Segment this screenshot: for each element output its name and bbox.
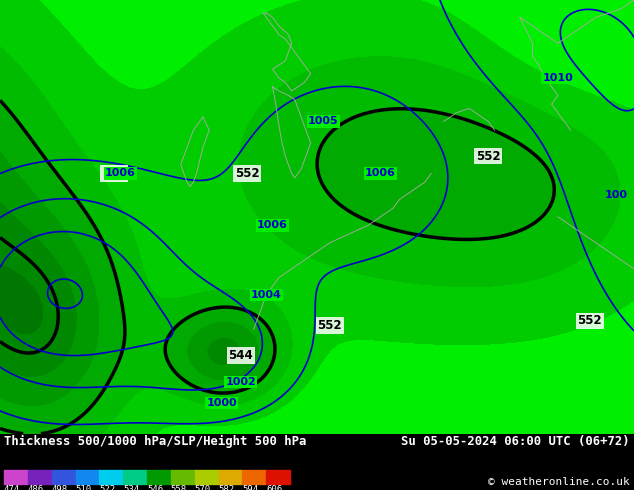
Text: 552: 552 (578, 315, 602, 327)
Text: 1004: 1004 (251, 290, 281, 300)
Text: © weatheronline.co.uk: © weatheronline.co.uk (488, 477, 630, 487)
Text: 552: 552 (235, 167, 259, 180)
Text: 1005: 1005 (308, 117, 339, 126)
Text: 1000: 1000 (207, 398, 237, 408)
Bar (147, 470, 171, 484)
Text: 594: 594 (242, 485, 259, 490)
Bar (242, 470, 266, 484)
Bar (4, 470, 28, 484)
Text: 1006: 1006 (257, 220, 288, 230)
Bar (51, 470, 75, 484)
Bar (28, 470, 51, 484)
Text: 552: 552 (476, 149, 500, 163)
Text: 552: 552 (102, 167, 126, 180)
Text: 1010: 1010 (543, 73, 573, 83)
Text: 100: 100 (605, 190, 628, 200)
Bar (266, 470, 290, 484)
Text: 558: 558 (171, 485, 187, 490)
Text: 510: 510 (75, 485, 92, 490)
Text: 474: 474 (4, 485, 20, 490)
Text: 1006: 1006 (105, 169, 136, 178)
Text: Su 05-05-2024 06:00 UTC (06+72): Su 05-05-2024 06:00 UTC (06+72) (401, 435, 630, 448)
Text: 522: 522 (100, 485, 115, 490)
Bar (75, 470, 100, 484)
Text: 498: 498 (51, 485, 68, 490)
Bar (171, 470, 195, 484)
Text: 552: 552 (318, 318, 342, 332)
Text: 486: 486 (28, 485, 44, 490)
Bar (195, 470, 219, 484)
Text: 570: 570 (195, 485, 210, 490)
Bar (123, 470, 147, 484)
Bar (219, 470, 242, 484)
Bar (100, 470, 123, 484)
Text: 1002: 1002 (226, 377, 256, 387)
Text: 544: 544 (228, 349, 254, 362)
Text: 582: 582 (219, 485, 235, 490)
Text: 606: 606 (266, 485, 282, 490)
Text: 1006: 1006 (365, 169, 396, 178)
Text: 546: 546 (147, 485, 163, 490)
Text: 534: 534 (123, 485, 139, 490)
Text: Thickness 500/1000 hPa/SLP/Height 500 hPa: Thickness 500/1000 hPa/SLP/Height 500 hP… (4, 435, 306, 448)
